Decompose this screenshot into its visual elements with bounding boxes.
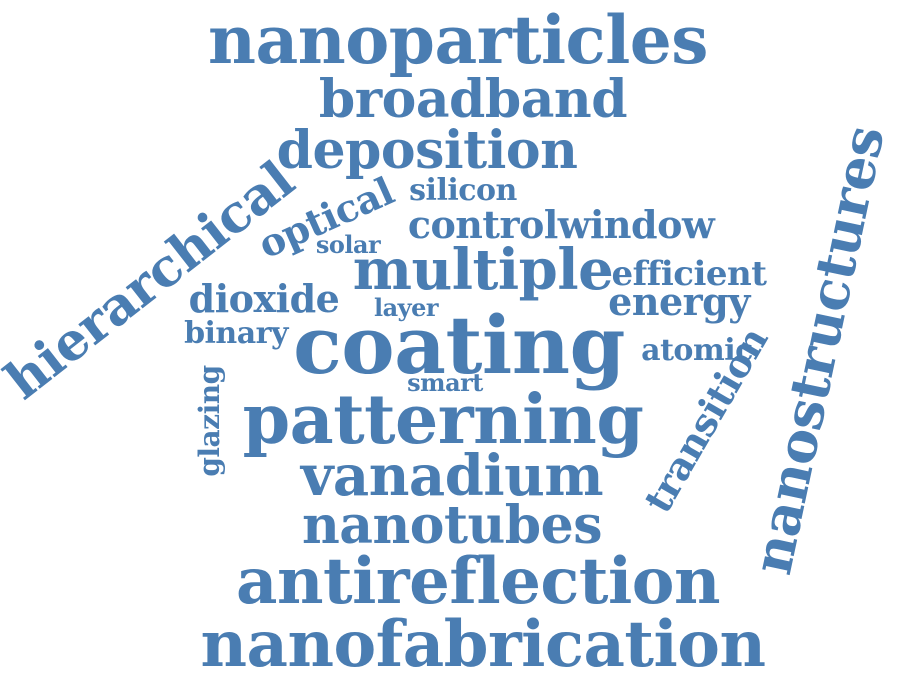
word-vanadium: vanadium	[300, 443, 604, 509]
word-layer: layer	[373, 293, 439, 322]
word-solar: solar	[315, 230, 381, 259]
word-smart: smart	[407, 368, 483, 397]
word-broadband: broadband	[318, 69, 628, 130]
word-nanofabrication: nanofabrication	[200, 607, 766, 682]
word-patterning: patterning	[242, 380, 644, 460]
word-deposition: deposition	[276, 120, 578, 181]
word-antireflection: antireflection	[236, 544, 720, 619]
word-efficient: efficient	[611, 254, 767, 294]
word-controlwindow: controlwindow	[407, 202, 715, 247]
word-multiple: multiple	[352, 237, 614, 303]
word-coating: coating	[293, 298, 625, 392]
word-silicon: silicon	[409, 173, 517, 208]
word-binary: binary	[184, 316, 288, 351]
word-nanoparticles: nanoparticles	[208, 1, 708, 79]
word-energy: energy	[608, 279, 750, 324]
word-glazing: glazing	[193, 365, 226, 477]
word-dioxide: dioxide	[188, 276, 340, 321]
word-atomic: atomic	[641, 333, 753, 368]
word-nanotubes: nanotubes	[301, 495, 603, 556]
